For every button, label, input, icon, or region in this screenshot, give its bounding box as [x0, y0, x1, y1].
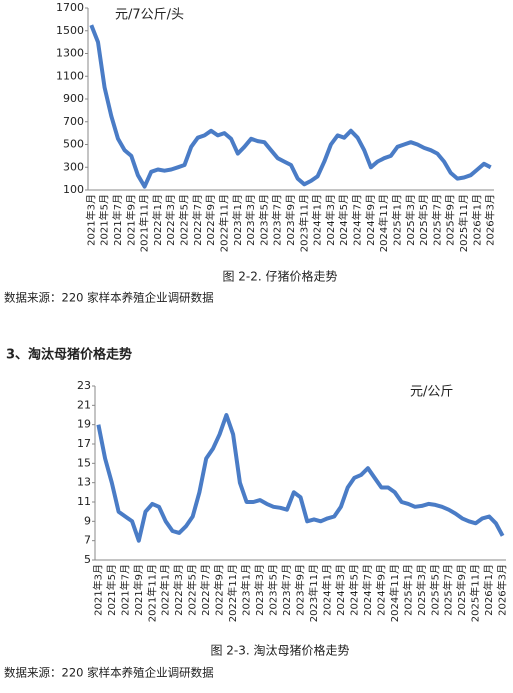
x-tick-label: 2025年1月 [390, 194, 403, 246]
x-tick-label: 2023年1月 [240, 564, 253, 616]
x-tick-label: 2022年1月 [151, 194, 164, 246]
data-source: 数据来源：220 家样本养殖企业调研数据 [4, 666, 214, 680]
y-tick-label: 1300 [56, 47, 84, 60]
y-tick-label: 7 [84, 534, 91, 547]
y-tick-label: 23 [77, 379, 91, 392]
x-tick-label: 2023年9月 [284, 194, 297, 246]
x-tick-label: 2024年9月 [364, 194, 377, 246]
y-tick-label: 900 [63, 92, 84, 105]
x-tick-label: 2021年9月 [132, 564, 145, 616]
x-tick-label: 2021年3月 [91, 564, 104, 616]
x-tick-label: 2024年5月 [337, 194, 350, 246]
x-tick-label: 2021年7月 [118, 564, 131, 616]
x-tick-label: 2023年7月 [271, 194, 284, 246]
x-tick-label: 2022年1月 [159, 564, 172, 616]
x-tick-label: 2022年11月 [217, 194, 230, 252]
x-tick-label: 2025年9月 [455, 564, 468, 616]
x-tick-label: 2024年3月 [324, 194, 337, 246]
x-tick-label: 2026年1月 [482, 564, 495, 616]
x-tick-label: 2021年3月 [84, 194, 97, 246]
x-tick-label: 2024年11月 [388, 564, 401, 622]
y-tick-label: 100 [63, 183, 84, 196]
x-tick-label: 2024年3月 [334, 564, 347, 616]
x-tick-label: 2026年3月 [484, 194, 497, 246]
x-tick-label: 2025年1月 [401, 564, 414, 616]
x-tick-label: 2025年11月 [469, 564, 482, 622]
data-source: 数据来源：220 家样本养殖企业调研数据 [4, 291, 214, 305]
x-tick-label: 2025年3月 [415, 564, 428, 616]
x-tick-label: 2023年5月 [257, 194, 270, 246]
section-heading: 3、淘汰母猪价格走势 [6, 347, 132, 363]
y-tick-label: 1700 [56, 1, 84, 14]
x-tick-label: 2025年9月 [444, 194, 457, 246]
x-tick-label: 2024年11月 [377, 194, 390, 252]
x-tick-label: 2021年11月 [138, 194, 151, 252]
y-tick-label: 17 [77, 437, 91, 450]
x-tick-label: 2021年7月 [111, 194, 124, 246]
x-tick-label: 2024年7月 [361, 564, 374, 616]
x-tick-label: 2024年9月 [374, 564, 387, 616]
x-tick-label: 2022年11月 [226, 564, 239, 622]
x-tick-label: 2023年11月 [297, 194, 310, 252]
price-line [89, 24, 492, 189]
x-tick-label: 2023年5月 [267, 564, 280, 616]
x-tick-label: 2021年5月 [105, 564, 118, 616]
x-tick-label: 2024年1月 [320, 564, 333, 616]
x-tick-label: 2025年5月 [428, 564, 441, 616]
y-tick-label: 13 [77, 476, 91, 489]
y-tick-label: 9 [84, 514, 91, 527]
price-line [96, 413, 505, 543]
y-tick-label: 15 [77, 456, 91, 469]
x-tick-label: 2023年7月 [280, 564, 293, 616]
x-tick-label: 2025年3月 [404, 194, 417, 246]
y-tick-label: 1500 [56, 24, 84, 37]
x-tick-label: 2022年3月 [164, 194, 177, 246]
figure-caption: 图 2-3. 淘汰母猪价格走势 [210, 643, 349, 658]
x-tick-label: 2023年3月 [244, 194, 257, 246]
x-tick-label: 2024年1月 [311, 194, 324, 246]
y-tick-label: 300 [63, 160, 84, 173]
y-tick-label: 19 [77, 418, 91, 431]
x-tick-label: 2026年3月 [496, 564, 509, 616]
x-tick-label: 2026年1月 [470, 194, 483, 246]
y-tick-label: 11 [77, 495, 91, 508]
x-tick-label: 2025年5月 [417, 194, 430, 246]
unit-annotation: 元/公斤 [410, 385, 453, 400]
y-tick-label: 21 [77, 398, 91, 411]
x-tick-label: 2021年5月 [98, 194, 111, 246]
x-tick-label: 2022年9月 [213, 564, 226, 616]
figure-caption: 图 2-2. 仔猪价格走势 [222, 269, 337, 284]
x-tick-label: 2022年5月 [186, 564, 199, 616]
unit-annotation: 元/7公斤/头 [115, 8, 184, 23]
x-tick-label: 2024年5月 [347, 564, 360, 616]
x-tick-label: 2024年7月 [351, 194, 364, 246]
y-tick-label: 1100 [56, 69, 84, 82]
x-tick-label: 2025年11月 [457, 194, 470, 252]
y-tick-label: 700 [63, 115, 84, 128]
x-tick-label: 2023年3月 [253, 564, 266, 616]
x-tick-label: 2023年1月 [231, 194, 244, 246]
x-tick-label: 2021年9月 [124, 194, 137, 246]
x-tick-label: 2023年11月 [307, 564, 320, 622]
x-tick-label: 2025年7月 [442, 564, 455, 616]
x-tick-label: 2022年3月 [172, 564, 185, 616]
x-tick-label: 2022年5月 [178, 194, 191, 246]
x-tick-label: 2022年7月 [199, 564, 212, 616]
y-tick-label: 500 [63, 138, 84, 151]
x-tick-label: 2022年9月 [204, 194, 217, 246]
x-tick-label: 2025年7月 [430, 194, 443, 246]
y-tick-label: 5 [84, 553, 91, 566]
x-tick-label: 2022年7月 [191, 194, 204, 246]
x-tick-label: 2023年9月 [294, 564, 307, 616]
x-tick-label: 2021年11月 [145, 564, 158, 622]
